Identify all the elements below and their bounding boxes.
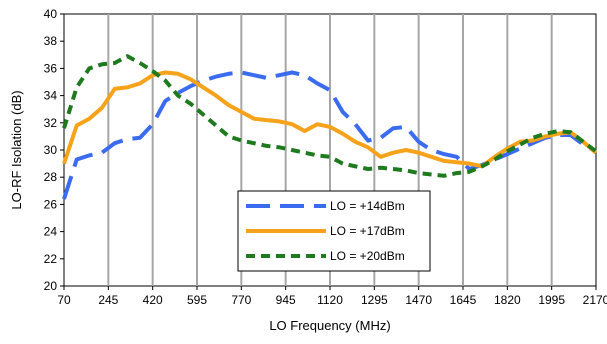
x-tick-label: 1820: [494, 293, 521, 307]
x-axis-title: LO Frequency (MHz): [269, 318, 390, 333]
y-tick-label: 40: [44, 7, 58, 21]
y-tick-label: 36: [44, 61, 58, 75]
legend-label-3: LO = +20dBm: [330, 249, 405, 263]
x-tick-label: 1995: [538, 293, 565, 307]
y-axis-tick-labels: 20 22 24 26 28 30 32 34 36 38 40: [44, 7, 64, 293]
y-tick-label: 22: [44, 252, 58, 266]
series-line-2: [62, 70, 598, 169]
x-tick-label: 945: [276, 293, 296, 307]
y-tick-label: 38: [44, 34, 58, 48]
y-tick-label: 26: [44, 197, 58, 211]
x-tick-label: 2170: [583, 293, 607, 307]
x-tick-label: 1470: [405, 293, 432, 307]
x-tick-label: 770: [231, 293, 251, 307]
x-tick-label: 595: [187, 293, 207, 307]
x-axis-tick-labels: 70 245 420 595 770 945 1120 1295 1470 1645 1820 199…: [57, 286, 607, 307]
y-tick-label: 34: [44, 89, 58, 103]
legend-label-2: LO = +17dBm: [330, 224, 405, 238]
x-tick-label: 70: [57, 293, 71, 307]
x-tick-label: 1645: [450, 293, 477, 307]
series-line-3: [62, 54, 598, 178]
x-tick-label: 1120: [317, 293, 343, 307]
legend-label-1: LO = +14dBm: [330, 199, 405, 213]
y-tick-label: 32: [44, 116, 58, 130]
legend: LO = +14dBm LO = +17dBm LO = +20dBm: [237, 190, 431, 272]
y-tick-label: 28: [44, 170, 58, 184]
x-tick-label: 245: [98, 293, 118, 307]
x-tick-label: 420: [143, 293, 163, 307]
y-tick-label: 20: [44, 279, 58, 293]
y-axis-title: LO-RF Isolation (dB): [9, 90, 24, 209]
x-tick-label: 1295: [361, 293, 388, 307]
y-tick-label: 30: [44, 143, 58, 157]
series-lines: [62, 54, 598, 200]
series-line-1: [62, 70, 597, 200]
y-tick-label: 24: [44, 225, 58, 239]
